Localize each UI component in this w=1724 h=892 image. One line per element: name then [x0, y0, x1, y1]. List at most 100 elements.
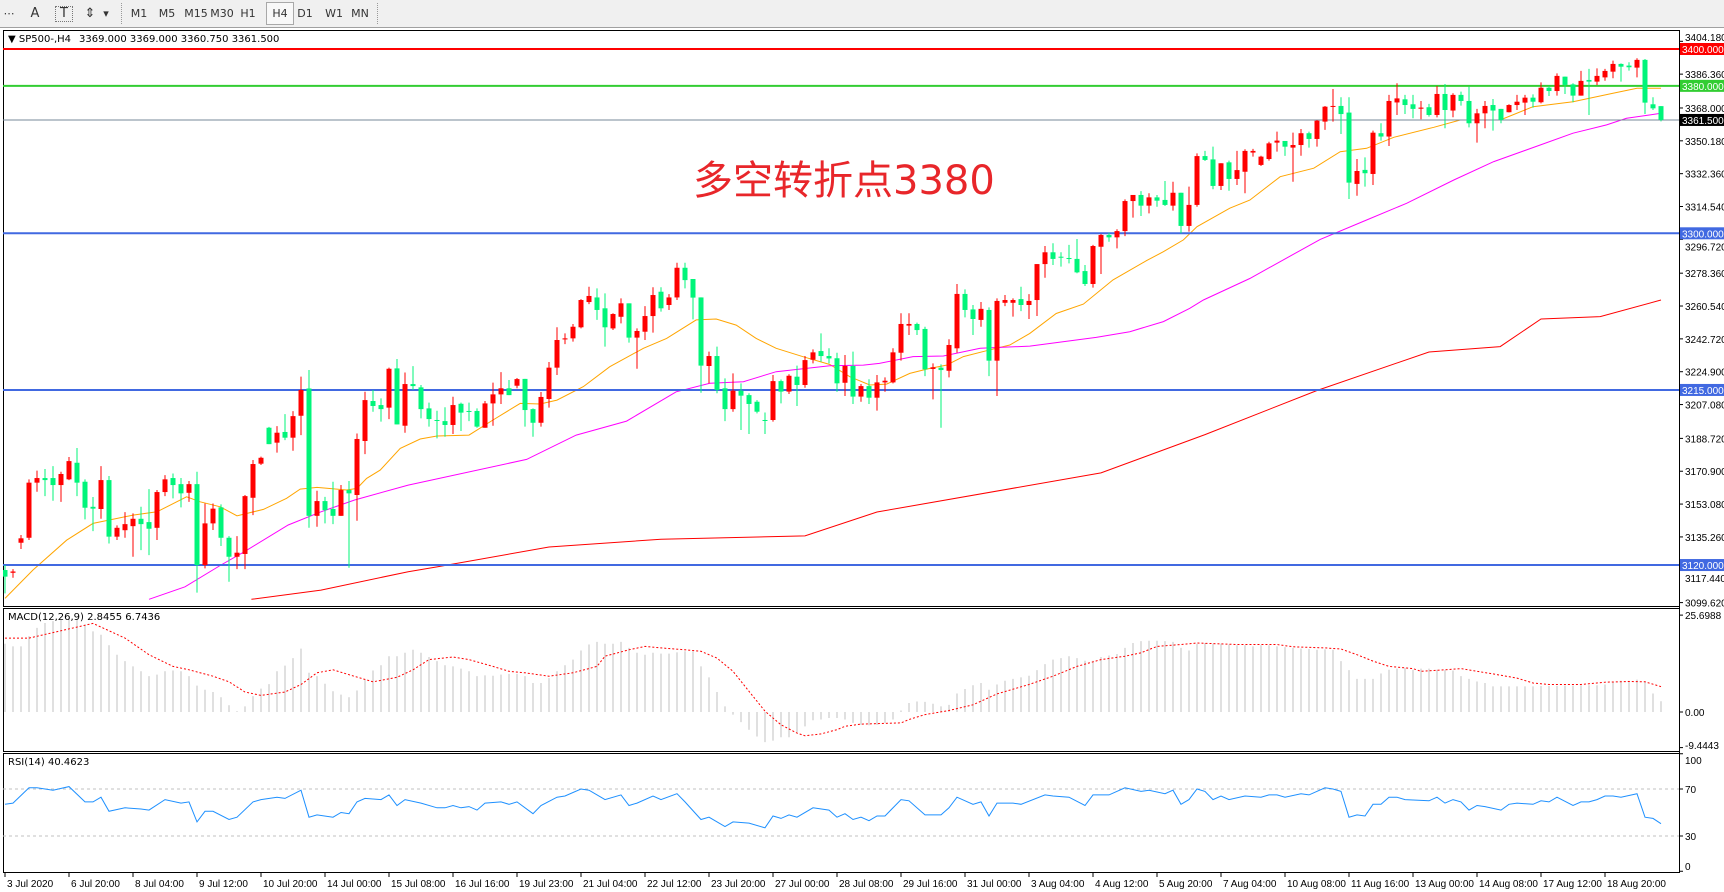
candle	[1346, 97, 1352, 200]
candle-body	[738, 390, 744, 396]
timeframe-button-w1[interactable]: W1	[325, 7, 343, 20]
candle	[738, 383, 744, 430]
candle	[1610, 60, 1616, 79]
timeframe-button-m15[interactable]: M15	[184, 7, 208, 20]
toolbar-separator	[377, 3, 379, 24]
chevron-down-icon[interactable]: ▾	[103, 7, 109, 20]
date-tick-label: 5 Aug 20:00	[1159, 879, 1213, 890]
timeframe-button-mn[interactable]: MN	[351, 7, 369, 20]
candle-body	[650, 295, 656, 317]
candle-body	[418, 387, 424, 410]
price-tick-label: 3260.540	[1685, 302, 1724, 313]
date-tick-label: 3 Jul 2020	[7, 879, 54, 890]
candle-body	[866, 386, 872, 398]
text-tool-icon[interactable]: A	[30, 6, 40, 21]
candle-body	[498, 388, 504, 395]
candle	[74, 448, 80, 497]
candle-body	[1554, 75, 1560, 92]
macd-axis-label: 25.6988	[1685, 611, 1722, 622]
date-tick-label: 8 Jul 04:00	[135, 879, 184, 890]
candle-body	[482, 403, 488, 428]
candle-body	[1178, 192, 1184, 226]
timeframe-button-d1[interactable]: D1	[297, 7, 313, 20]
price-tick-label: 3117.440	[1685, 574, 1724, 585]
candle	[618, 298, 624, 324]
candle	[1194, 153, 1200, 207]
candle	[362, 391, 368, 455]
candle-body	[1522, 97, 1528, 103]
candle-body	[1362, 169, 1368, 174]
candle	[754, 400, 760, 414]
timeframe-button-m5[interactable]: M5	[158, 7, 176, 20]
candle	[690, 279, 696, 320]
candle-body	[194, 484, 200, 566]
timeframe-button-m1[interactable]: M1	[130, 7, 148, 20]
candle-body	[554, 340, 560, 368]
candle	[1658, 106, 1664, 122]
candle-body	[538, 396, 544, 423]
candle-body	[1402, 99, 1408, 106]
candle	[986, 307, 992, 377]
candle-body	[1282, 140, 1288, 147]
candle	[210, 503, 216, 531]
candle	[1114, 229, 1120, 249]
candle-body	[1546, 87, 1552, 92]
candle-body	[1122, 201, 1128, 232]
candle-body	[1482, 105, 1488, 114]
candle	[1322, 105, 1328, 130]
candle-body	[1306, 133, 1312, 139]
candle-body	[1386, 100, 1392, 137]
candle-body	[250, 464, 256, 498]
price-tick-label: 3170.900	[1685, 467, 1724, 478]
timeframe-button-h1[interactable]: H1	[240, 7, 256, 20]
candle	[418, 384, 424, 419]
candle-body	[362, 400, 368, 442]
candle-body	[1354, 171, 1360, 184]
moving-average-line-2	[251, 299, 1662, 600]
candle	[626, 303, 632, 343]
candle-body	[562, 338, 568, 340]
date-tick-label: 27 Jul 00:00	[775, 879, 830, 890]
candle	[290, 411, 296, 451]
candle-body	[1010, 300, 1016, 303]
candle	[930, 363, 936, 400]
text-label-tool-icon[interactable]: T	[55, 6, 73, 22]
candle	[1338, 97, 1344, 134]
candle	[1554, 73, 1560, 96]
date-tick-label: 16 Jul 16:00	[455, 879, 510, 890]
candle	[274, 426, 280, 453]
timeframe-button-h4[interactable]: H4	[266, 2, 294, 25]
candle-body	[778, 381, 784, 392]
candle-body	[698, 297, 704, 366]
candle	[338, 485, 344, 516]
arrows-tool-icon[interactable]: ⇕	[84, 6, 96, 21]
candle	[1354, 159, 1360, 196]
price-tick-label: 3296.720	[1685, 242, 1724, 253]
candle	[1634, 58, 1640, 78]
candle	[146, 489, 152, 556]
macd-signal-line	[5, 622, 1662, 737]
candle-body	[1058, 256, 1064, 258]
candle	[58, 471, 64, 502]
candle-body	[986, 309, 992, 361]
candle-body	[1634, 59, 1640, 68]
timeframe-button-m30[interactable]: M30	[210, 7, 234, 20]
date-tick-label: 10 Jul 20:00	[263, 879, 318, 890]
period-separator-tool-icon[interactable]: ⋯	[3, 7, 15, 20]
candle-body	[938, 367, 944, 371]
candle	[378, 398, 384, 422]
candle-body	[1618, 63, 1624, 67]
candle	[770, 375, 776, 422]
candle	[194, 471, 200, 593]
candle	[818, 333, 824, 362]
candle	[442, 407, 448, 437]
candle-body	[1426, 107, 1432, 115]
candle-body	[850, 365, 856, 397]
level-price-tag-label: 3215.000	[1682, 386, 1724, 397]
candle	[1234, 150, 1240, 186]
candle-body	[794, 376, 800, 385]
candle-body	[1626, 65, 1632, 68]
candle-body	[394, 368, 400, 425]
candle-body	[1530, 97, 1536, 102]
